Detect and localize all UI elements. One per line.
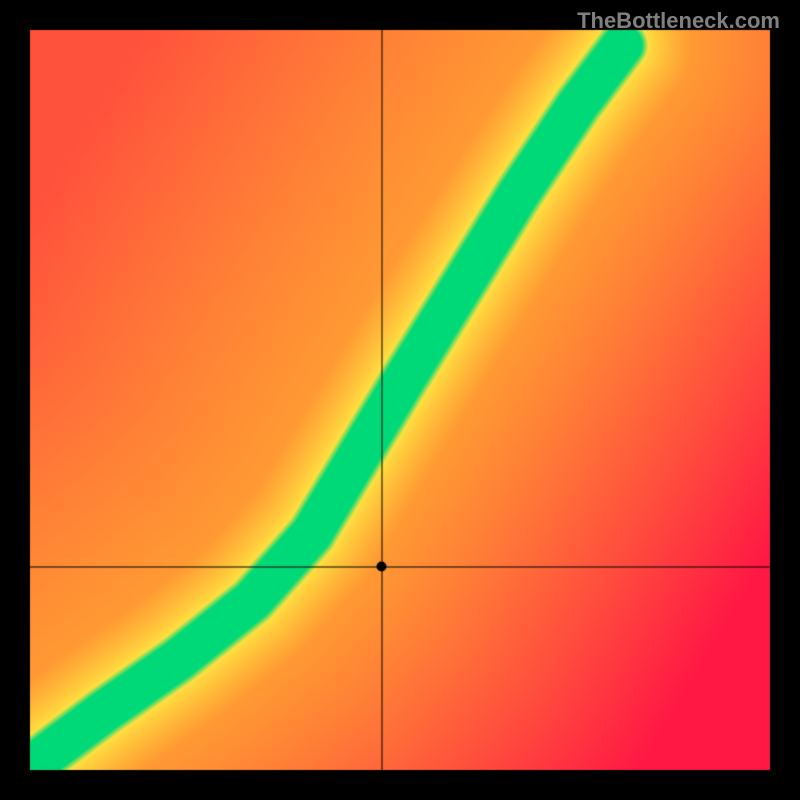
watermark-text: TheBottleneck.com <box>577 8 780 34</box>
bottleneck-heatmap <box>0 0 800 800</box>
